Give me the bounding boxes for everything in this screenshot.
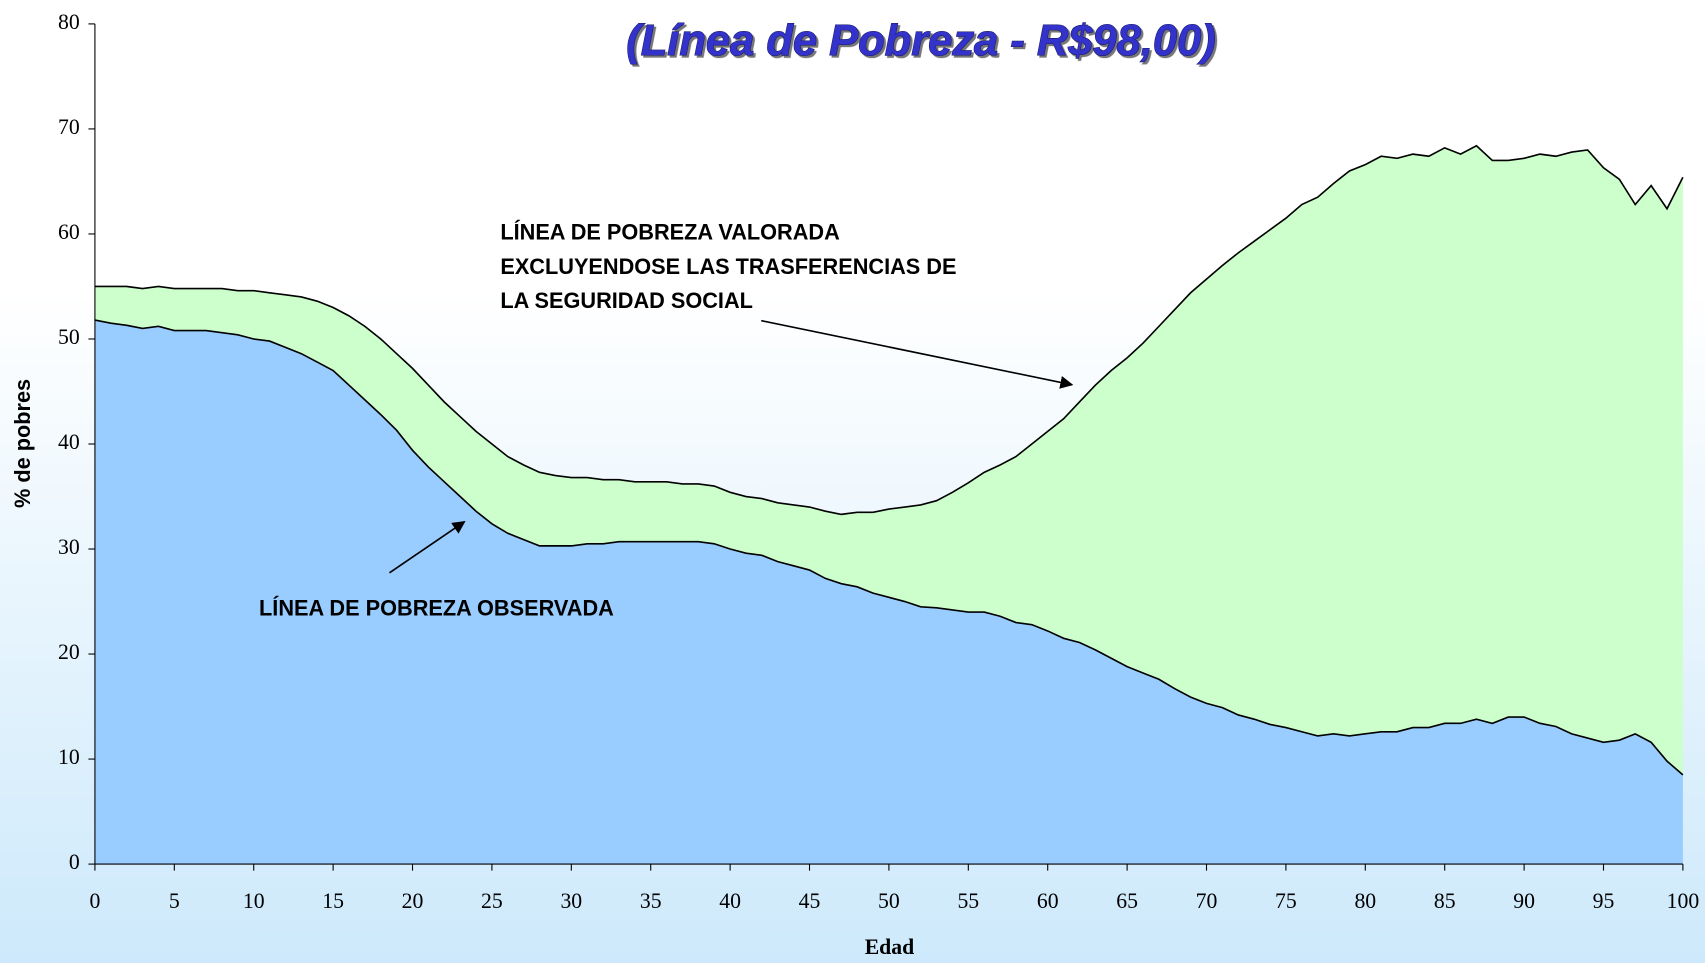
x-tick-label: 100 [1667,889,1700,913]
x-tick-label: 10 [243,889,265,913]
annotation-text: LÍNEA DE POBREZA VALORADA [500,219,840,244]
line [94,319,1684,776]
x-tick-label: 70 [1196,889,1218,913]
y-axis-label: % de pobres [10,379,35,508]
x-tick-label: 95 [1593,889,1615,913]
x-tick-label: 75 [1275,889,1297,913]
x-tick-label: 50 [878,889,900,913]
annotation-arrow [389,520,466,574]
x-tick-label: 25 [481,889,503,913]
y-tick-label: 40 [58,430,80,454]
x-tick-label: 20 [402,889,424,913]
x-tick-label: 30 [560,889,582,913]
y-tick-label: 0 [69,850,80,874]
x-tick-label: 15 [322,889,344,913]
x-tick-label: 0 [89,889,100,913]
annotation-arrow [761,319,1074,389]
chart-title: (Línea de Pobreza - R$98,00) [626,17,1215,65]
line [94,144,1684,516]
x-axis-label: Edad [865,935,915,959]
x-tick-label: 85 [1434,889,1456,913]
x-tick-label: 55 [957,889,979,913]
plot: 0 10 20 30 40 50 60 70 80 0 5 10 15 20 25 30 35 40 45 50 55 6… [58,10,1699,913]
annotation-text: LÍNEA DE POBREZA OBSERVADA [259,595,614,620]
annotation-text: EXCLUYENDOSE LAS TRASFERENCIAS DE [500,254,956,279]
x-tick-label: 90 [1513,889,1535,913]
y-tick-label: 60 [58,220,80,244]
y-tick-label: 20 [58,640,80,664]
x-tick-label: 45 [799,889,821,913]
x-tick-label: 40 [719,889,741,913]
x-tick-label: 65 [1116,889,1138,913]
y-tick-label: 80 [58,10,80,34]
annotation-text: LA SEGURIDAD SOCIAL [500,288,753,313]
x-tick-label: 60 [1037,889,1059,913]
y-tick-label: 70 [58,115,80,139]
x-tick-label: 35 [640,889,662,913]
y-tick-label: 10 [58,745,80,769]
x-tick-label: 5 [169,889,180,913]
y-tick-label: 50 [58,325,80,349]
y-tick-label: 30 [58,535,80,559]
x-tick-label: 80 [1354,889,1376,913]
